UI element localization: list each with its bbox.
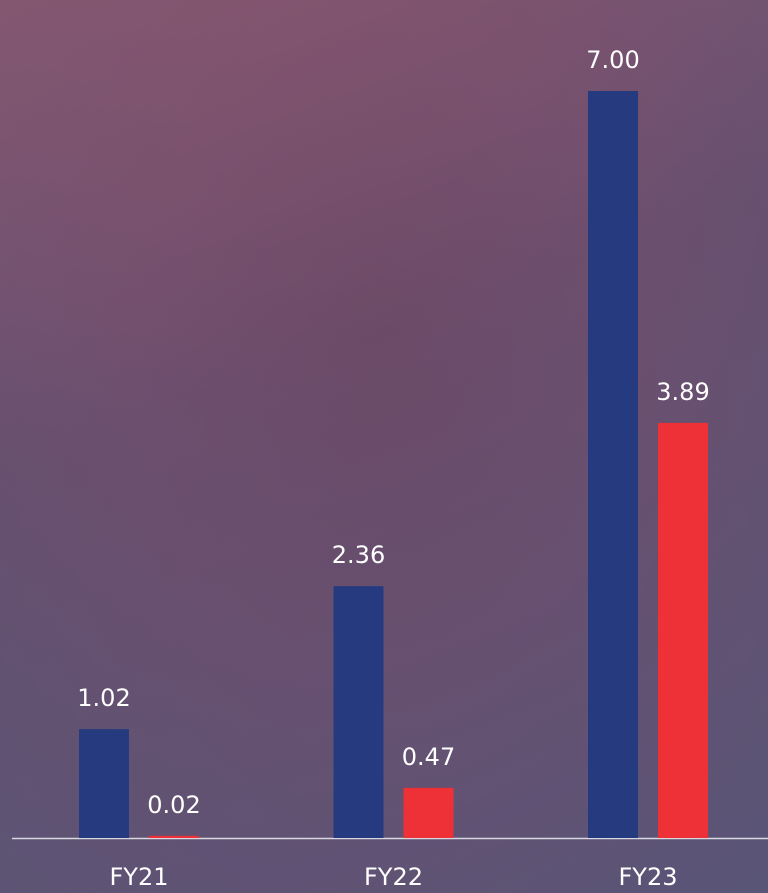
bar [149,835,199,838]
x-tick-label: FY21 [109,863,168,891]
x-tick-label: FY22 [364,863,423,891]
bar [658,422,708,838]
value-label: 0.47 [402,743,455,771]
x-tick-label: FY23 [618,863,677,891]
value-label: 2.36 [332,541,385,569]
bar [333,586,384,838]
value-label: 0.02 [147,791,200,819]
value-label: 1.02 [77,684,130,712]
bar [79,729,129,838]
bar [588,91,638,838]
value-label: 3.89 [656,378,709,406]
bar [403,787,454,838]
value-label: 7.00 [586,46,639,74]
